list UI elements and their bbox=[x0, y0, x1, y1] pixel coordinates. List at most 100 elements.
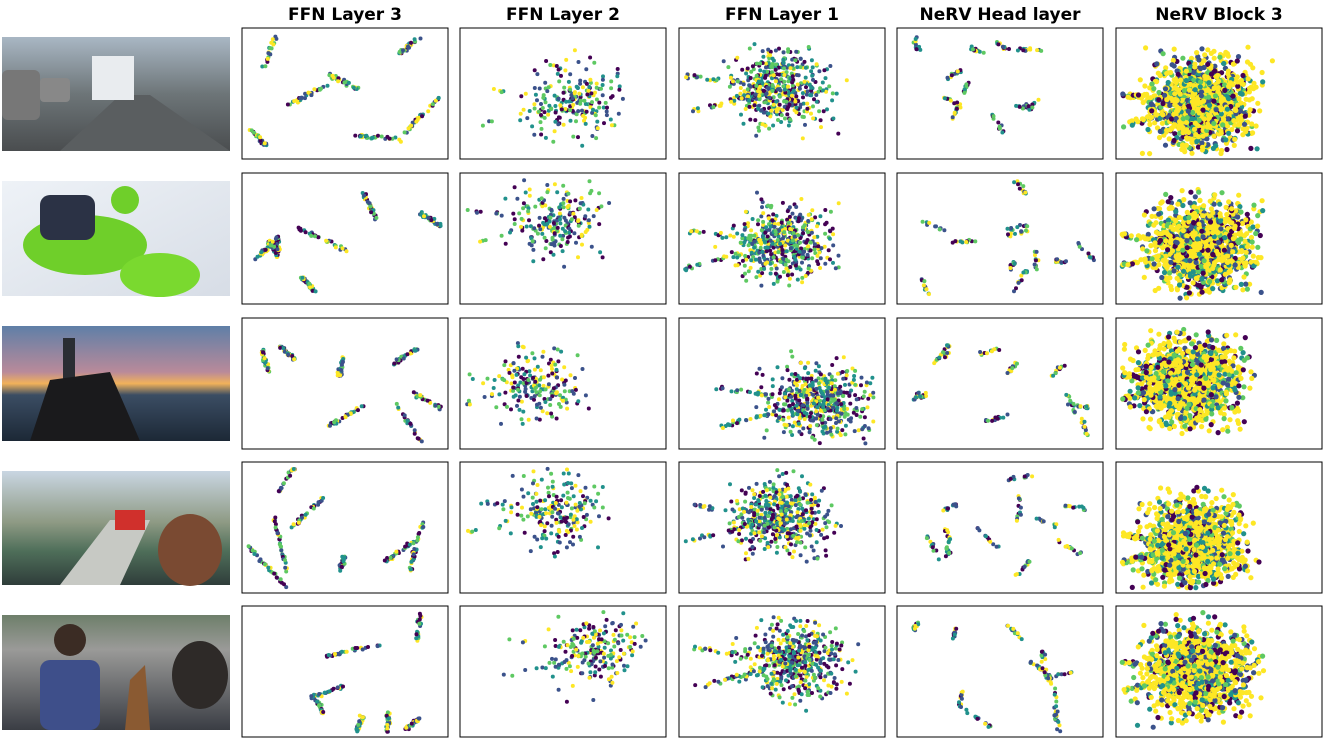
embedding-point bbox=[756, 79, 761, 84]
embedding-point bbox=[831, 260, 835, 265]
embedding-point bbox=[532, 102, 537, 107]
embedding-point bbox=[790, 660, 794, 665]
embedding-point bbox=[542, 529, 547, 534]
embedding-point bbox=[810, 256, 815, 261]
embedding-point bbox=[738, 656, 743, 661]
embedding-point bbox=[852, 429, 857, 434]
embedding-point bbox=[765, 260, 770, 265]
embedding-point bbox=[551, 386, 556, 391]
embedding-point bbox=[530, 239, 535, 244]
embedding-point bbox=[759, 507, 764, 512]
embedding-point bbox=[537, 215, 542, 220]
embedding-point bbox=[735, 79, 740, 84]
embedding-point bbox=[827, 657, 832, 662]
panel-frame bbox=[459, 605, 667, 738]
embedding-point bbox=[794, 638, 799, 643]
embedding-point bbox=[742, 89, 747, 94]
embedding-point bbox=[816, 395, 821, 400]
embedding-point bbox=[409, 721, 414, 726]
embedding-point bbox=[797, 398, 802, 403]
embedding-point bbox=[574, 647, 579, 652]
embedding-point bbox=[821, 109, 826, 114]
embedding-point bbox=[516, 354, 521, 359]
embedding-point bbox=[811, 548, 816, 553]
embedding-point bbox=[631, 624, 636, 629]
embedding-point bbox=[793, 498, 798, 503]
embedding-point bbox=[514, 372, 519, 377]
embedding-point bbox=[828, 229, 833, 234]
embedding-point bbox=[523, 668, 528, 672]
embedding-point bbox=[603, 664, 607, 668]
embedding-point bbox=[561, 183, 566, 188]
embedding-point bbox=[520, 344, 525, 349]
embedding-point bbox=[412, 37, 417, 42]
embedding-point bbox=[807, 633, 812, 638]
embedding-point bbox=[795, 65, 800, 70]
embedding-point bbox=[541, 257, 546, 262]
embedding-point bbox=[716, 650, 721, 655]
embedding-point bbox=[828, 691, 833, 695]
embedding-point bbox=[632, 641, 637, 646]
embedding-point bbox=[563, 649, 568, 654]
embedding-point bbox=[762, 515, 767, 520]
embedding-point bbox=[567, 234, 572, 239]
embedding-point bbox=[535, 364, 540, 369]
embedding-point bbox=[542, 644, 547, 649]
embedding-point bbox=[328, 423, 332, 428]
embedding-point bbox=[784, 508, 788, 513]
embedding-point bbox=[532, 132, 537, 137]
embedding-point bbox=[596, 545, 600, 550]
embedding-point bbox=[470, 377, 475, 381]
embedding-point bbox=[261, 350, 265, 355]
embedding-point bbox=[826, 683, 831, 688]
embedding-point bbox=[643, 638, 648, 643]
embedding-point bbox=[777, 407, 782, 412]
embedding-point bbox=[772, 409, 777, 414]
embedding-point bbox=[564, 699, 569, 704]
embedding-point bbox=[549, 107, 554, 111]
embedding-point bbox=[833, 626, 838, 631]
embedding-point bbox=[538, 498, 543, 503]
embedding-point bbox=[726, 65, 731, 70]
embedding-point bbox=[766, 47, 771, 52]
embedding-point bbox=[418, 36, 423, 41]
embedding-point bbox=[561, 639, 566, 644]
embedding-point bbox=[773, 536, 778, 541]
embedding-point bbox=[499, 421, 503, 426]
embedding-point bbox=[570, 628, 575, 633]
embedding-point bbox=[762, 266, 767, 271]
embedding-point bbox=[748, 656, 753, 661]
embedding-point bbox=[561, 201, 566, 206]
embedding-point bbox=[703, 685, 708, 690]
embedding-point bbox=[616, 111, 621, 116]
embedding-point bbox=[737, 679, 742, 684]
embedding-point bbox=[545, 521, 550, 526]
embedding-point bbox=[781, 687, 786, 692]
embedding-point bbox=[780, 526, 785, 531]
embedding-point bbox=[532, 68, 537, 73]
embedding-point bbox=[698, 74, 703, 79]
embedding-point bbox=[773, 62, 778, 67]
embedding-point bbox=[569, 486, 574, 491]
embedding-point bbox=[592, 505, 597, 510]
embedding-point bbox=[787, 387, 792, 392]
embedding-point bbox=[586, 207, 591, 212]
embedding-point bbox=[822, 68, 827, 73]
embedding-point bbox=[485, 501, 490, 506]
embedding-point bbox=[802, 629, 807, 634]
embedding-point bbox=[789, 542, 793, 547]
embedding-point bbox=[466, 398, 471, 403]
embedding-point bbox=[615, 67, 620, 71]
embedding-point bbox=[614, 659, 619, 664]
embedding-point bbox=[515, 196, 520, 201]
embedding-point bbox=[533, 379, 538, 384]
embedding-point bbox=[537, 393, 542, 398]
embedding-panel bbox=[241, 172, 449, 305]
embedding-point bbox=[562, 215, 567, 220]
embedding-point bbox=[519, 224, 523, 229]
embedding-point bbox=[798, 528, 803, 533]
embedding-point bbox=[552, 129, 557, 134]
thumbnail-street bbox=[2, 37, 230, 151]
embedding-point bbox=[805, 106, 810, 111]
embedding-point bbox=[562, 382, 567, 387]
